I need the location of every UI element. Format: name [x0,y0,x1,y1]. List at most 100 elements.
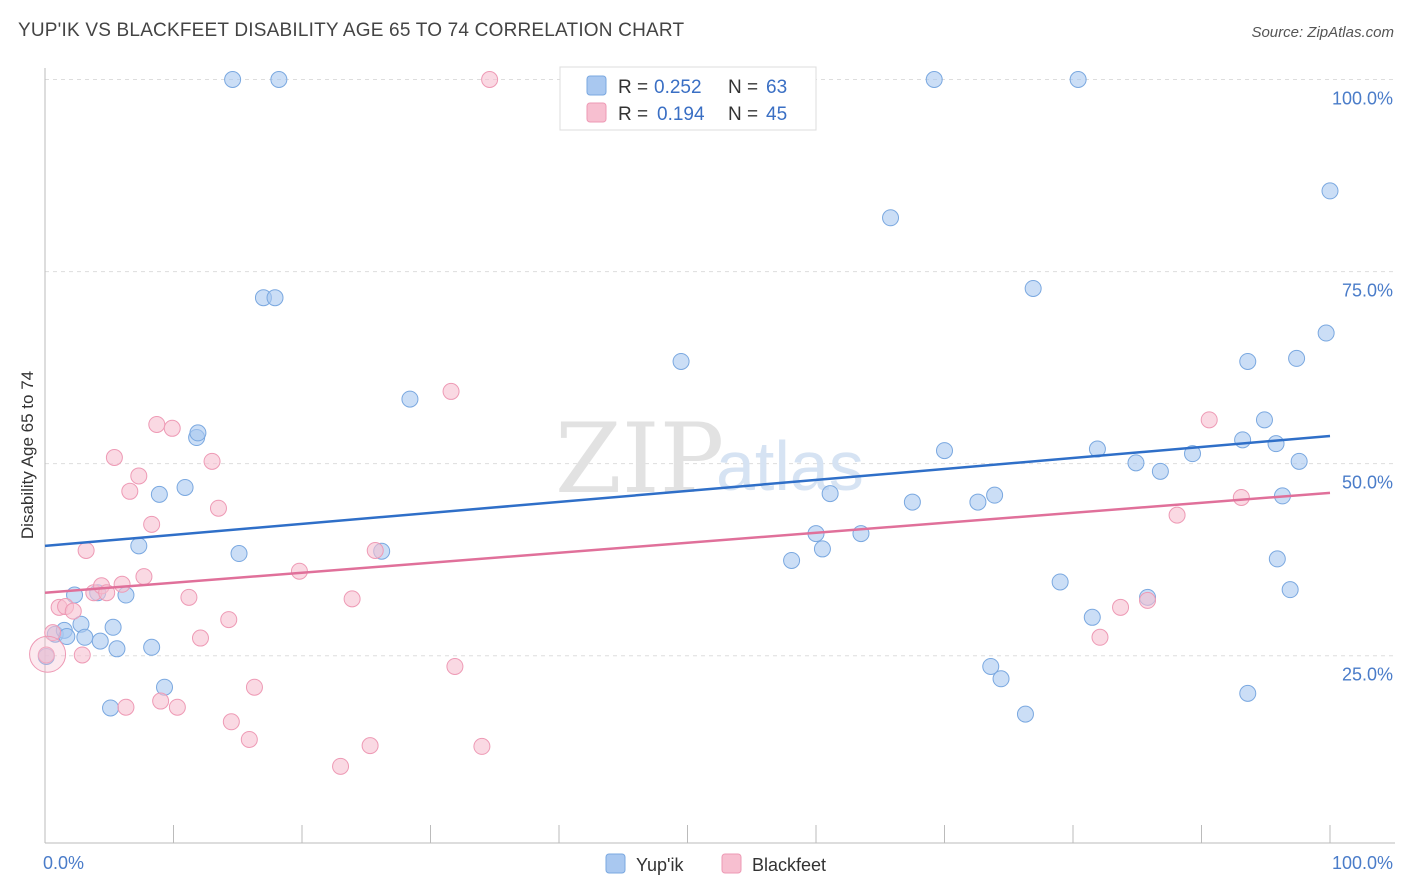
point-blackfeet-43 [1232,488,1250,506]
legend-n-value-1: 63 [766,77,787,98]
point-yupik-37 [969,493,987,511]
point-blackfeet-cluster [29,635,67,673]
y-axis-title: Disability Age 65 to 74 [18,371,37,539]
point-yupik-34 [903,493,921,511]
point-blackfeet-30 [332,757,350,775]
watermark-zip: ZIP [555,403,724,515]
point-yupik-13 [130,537,148,555]
data-points [29,71,1339,775]
legend-n-label-1: N = [728,77,758,98]
point-blackfeet-34 [442,382,460,400]
series-swatch-yupik [605,853,626,874]
y-tick-label-1: 50.0% [1342,473,1393,493]
point-blackfeet-31 [343,590,361,608]
point-yupik-47 [1127,454,1145,472]
chart-title: YUP'IK VS BLACKFEET DISABILITY AGE 65 TO… [18,20,685,41]
point-blackfeet-41 [1168,506,1186,524]
point-blackfeet-11 [113,575,131,593]
watermark: ZIP atlas [555,403,864,515]
point-yupik-39 [986,486,1004,504]
point-blackfeet-20 [168,698,186,716]
point-yupik-15 [150,485,168,503]
point-blackfeet-0 [37,646,55,664]
point-yupik-45 [1083,608,1101,626]
point-blackfeet-29 [290,562,308,580]
point-blackfeet-6 [77,541,95,559]
point-blackfeet-14 [130,467,148,485]
point-blackfeet-15 [135,568,153,586]
point-yupik-62 [1321,182,1339,200]
point-blackfeet-32 [361,737,379,755]
point-yupik-40 [992,670,1010,688]
point-yupik-10 [104,618,122,636]
point-blackfeet-38 [1091,628,1109,646]
point-yupik-54 [1255,411,1273,429]
point-yupik-53 [1239,352,1257,370]
point-blackfeet-10 [105,449,123,467]
point-blackfeet-25 [220,611,238,629]
point-blackfeet-36 [473,737,491,755]
point-yupik-60 [1290,452,1308,470]
x-tick-label-0: 0.0% [43,853,84,873]
point-blackfeet-24 [209,499,227,517]
point-yupik-11 [108,640,126,658]
legend-r-value-2: 0.194 [657,104,705,125]
legend-n-label-2: N = [728,104,758,125]
point-yupik-36 [936,442,953,460]
legend-r-label-1: R = [618,77,648,98]
point-yupik-27 [672,352,690,370]
series-legend: Yup'ik Blackfeet [605,853,826,875]
point-blackfeet-35 [446,657,464,675]
series-label-blackfeet: Blackfeet [752,855,826,875]
watermark-atlas: atlas [716,427,864,505]
point-yupik-17 [176,478,194,496]
point-blackfeet-5 [73,646,91,664]
point-blackfeet-17 [148,415,166,433]
point-yupik-56 [1268,550,1286,568]
y-tick-label-3: 100.0% [1332,89,1393,109]
point-blackfeet-26 [222,713,240,731]
point-blackfeet-21 [180,588,198,606]
legend-swatch-blackfeet [586,102,607,123]
point-yupik-41 [1016,705,1034,723]
point-yupik-23 [266,289,284,307]
point-yupik-21 [230,545,248,563]
point-blackfeet-22 [191,629,209,647]
trend-lines [44,434,1331,594]
legend-r-value-1: 0.252 [654,77,702,98]
point-yupik-28 [783,551,801,569]
point-yupik-51 [1234,431,1252,449]
point-yupik-14 [143,638,161,656]
y-tick-label-2: 75.0% [1342,281,1393,301]
point-blackfeet-40 [1139,591,1157,609]
point-yupik-59 [1288,349,1306,367]
point-yupik-43 [1051,573,1069,591]
series-swatch-blackfeet [721,853,742,874]
point-yupik-8 [91,632,109,650]
point-yupik-35 [925,71,943,88]
point-blackfeet-12 [117,698,135,716]
point-yupik-6 [76,628,94,646]
point-yupik-50 [1184,445,1202,463]
point-yupik-19 [189,424,207,442]
point-blackfeet-18 [152,692,170,710]
point-yupik-49 [1151,462,1169,480]
point-yupik-33 [882,209,900,227]
series-label-yupik: Yup'ik [636,855,684,875]
point-yupik-61 [1317,324,1335,342]
point-yupik-26 [401,390,419,408]
trend-line-blackfeet [44,491,1331,594]
tick-labels: 25.0% 50.0% 75.0% 100.0% 0.0% 100.0% [43,89,1393,874]
point-yupik-44 [1069,71,1087,88]
point-blackfeet-23 [203,452,221,470]
point-yupik-42 [1024,279,1042,297]
point-blackfeet-13 [121,482,139,500]
point-yupik-58 [1281,581,1299,599]
y-tick-label-0: 25.0% [1342,665,1393,685]
point-blackfeet-4 [64,602,82,620]
point-yupik-31 [821,485,839,503]
point-blackfeet-33 [366,541,384,559]
point-yupik-38 [982,657,1000,675]
source-credit: Source: ZipAtlas.com [1251,24,1394,41]
